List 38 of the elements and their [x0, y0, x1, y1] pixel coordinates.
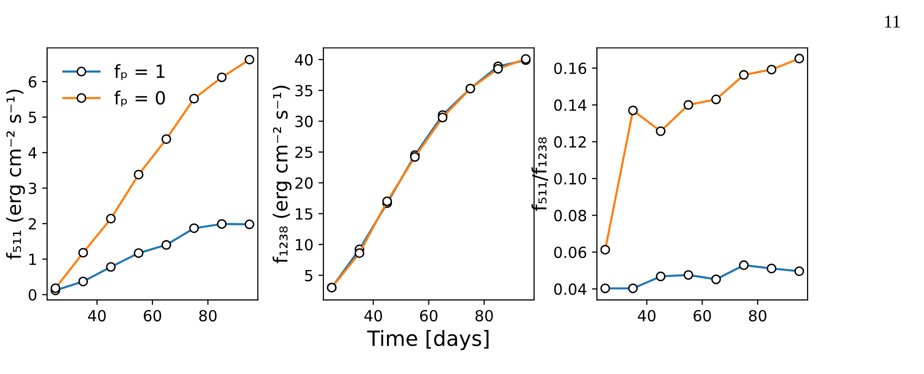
text: 11 — [885, 16, 900, 28]
legend-label: fₚ = 1 — [114, 64, 164, 80]
y-tick-label: 0.10 — [554, 172, 586, 185]
y-tick-label: 15 — [296, 208, 312, 220]
y-tick-label: 1 — [29, 254, 36, 265]
y-tick-label: 0.06 — [554, 246, 586, 258]
y-tick-label: 0 — [28, 289, 36, 301]
x-tick-label: 80 — [475, 310, 493, 322]
y-tick-label: 0.04 — [554, 283, 586, 295]
legend-label: fₚ = 0 — [114, 90, 165, 107]
x-axis-title: Time [days] — [367, 330, 488, 350]
y-tick-label: 35 — [295, 84, 312, 96]
y-tick-label: 0.08 — [554, 210, 586, 222]
y-tick-label: 0.14 — [554, 99, 586, 111]
x-tick-label: 80 — [748, 310, 766, 322]
y-tick-label: 10 — [296, 238, 313, 250]
x-tick-label: 60 — [144, 310, 162, 322]
x-tick-label: 40 — [638, 310, 656, 322]
y-tick-label: 40 — [294, 54, 313, 66]
y-tick-label: 2 — [28, 218, 36, 230]
y-tick-label: 30 — [295, 116, 313, 128]
y-tick-label: 5 — [28, 112, 36, 124]
y-tick-label: 0.12 — [554, 136, 586, 148]
y-axis-title: f₅₁₁ (erg cm⁻² s⁻¹) — [6, 90, 25, 260]
y-tick-label: 25 — [295, 146, 312, 158]
y-tick-label: 0.16 — [554, 62, 586, 74]
y-tick-label: 4 — [28, 147, 37, 158]
x-tick-label: 40 — [364, 310, 382, 322]
y-axis-title: f₁₂₃₈ (erg cm⁻² s⁻¹) — [272, 86, 292, 264]
y-axis-title: f₅₁₁/f₁₂₃₈ — [532, 137, 548, 211]
y-tick-label: 20 — [295, 177, 313, 189]
x-tick-label: 80 — [199, 310, 217, 322]
y-tick-label: 6 — [28, 76, 36, 88]
x-tick-label: 60 — [694, 310, 711, 322]
x-tick-label: 40 — [88, 310, 106, 322]
y-tick-label: 5 — [305, 270, 312, 282]
x-tick-label: 60 — [420, 310, 438, 322]
y-tick-label: 3 — [28, 182, 36, 194]
